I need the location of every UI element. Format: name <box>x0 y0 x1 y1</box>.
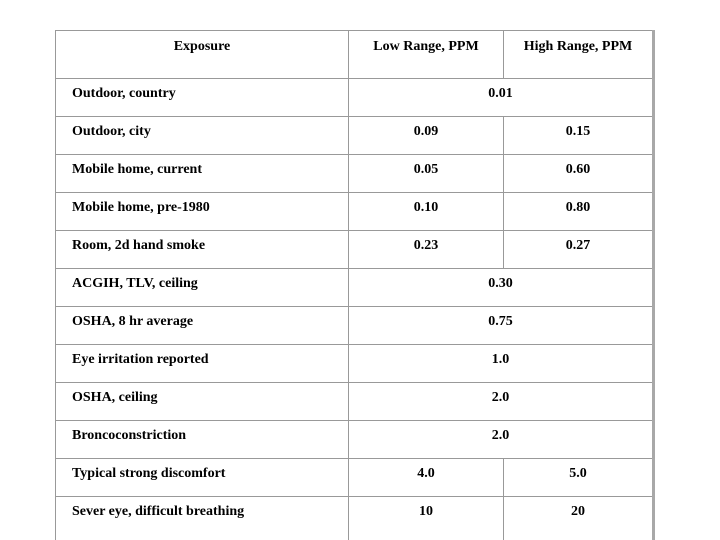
table-row: Room, 2d hand smoke 0.23 0.27 <box>55 230 654 269</box>
row-label: Broncoconstriction <box>55 420 349 459</box>
row-label: Typical strong discomfort <box>55 458 349 497</box>
row-label: Mobile home, pre-1980 <box>55 192 349 231</box>
row-high-value: 20 <box>503 496 654 540</box>
column-header-exposure: Exposure <box>55 30 349 79</box>
row-high-value: 0.60 <box>503 154 654 193</box>
table-row: Outdoor, city 0.09 0.15 <box>55 116 654 155</box>
table-row: Outdoor, country 0.01 <box>55 78 654 117</box>
row-merged-value: 0.75 <box>348 306 654 345</box>
row-high-value: 0.15 <box>503 116 654 155</box>
row-merged-value: 0.01 <box>348 78 654 117</box>
table-row: Typical strong discomfort 4.0 5.0 <box>55 458 654 497</box>
row-label: Eye irritation reported <box>55 344 349 383</box>
row-low-value: 0.09 <box>348 116 504 155</box>
table-row: Mobile home, pre-1980 0.10 0.80 <box>55 192 654 231</box>
table-header-row: Exposure Low Range, PPM High Range, PPM <box>55 30 654 79</box>
column-header-high-range: High Range, PPM <box>503 30 654 79</box>
row-low-value: 4.0 <box>348 458 504 497</box>
row-label: ACGIH, TLV, ceiling <box>55 268 349 307</box>
exposure-table: Exposure Low Range, PPM High Range, PPM … <box>55 30 655 540</box>
row-merged-value: 0.30 <box>348 268 654 307</box>
table-row: ACGIH, TLV, ceiling 0.30 <box>55 268 654 307</box>
row-label: Room, 2d hand smoke <box>55 230 349 269</box>
table-row: Broncoconstriction 2.0 <box>55 420 654 459</box>
row-label: Outdoor, city <box>55 116 349 155</box>
row-low-value: 0.10 <box>348 192 504 231</box>
row-merged-value: 2.0 <box>348 420 654 459</box>
row-label: Sever eye, difficult breathing <box>55 496 349 540</box>
row-label: OSHA, 8 hr average <box>55 306 349 345</box>
column-header-low-range: Low Range, PPM <box>348 30 504 79</box>
table-row: Mobile home, current 0.05 0.60 <box>55 154 654 193</box>
row-low-value: 0.23 <box>348 230 504 269</box>
table-row: Sever eye, difficult breathing 10 20 <box>55 496 654 540</box>
table-row: OSHA, 8 hr average 0.75 <box>55 306 654 345</box>
row-high-value: 5.0 <box>503 458 654 497</box>
row-low-value: 0.05 <box>348 154 504 193</box>
table-row: Eye irritation reported 1.0 <box>55 344 654 383</box>
row-merged-value: 2.0 <box>348 382 654 421</box>
row-low-value: 10 <box>348 496 504 540</box>
table-row: OSHA, ceiling 2.0 <box>55 382 654 421</box>
row-label: Outdoor, country <box>55 78 349 117</box>
row-label: OSHA, ceiling <box>55 382 349 421</box>
row-high-value: 0.27 <box>503 230 654 269</box>
row-high-value: 0.80 <box>503 192 654 231</box>
row-merged-value: 1.0 <box>348 344 654 383</box>
row-label: Mobile home, current <box>55 154 349 193</box>
